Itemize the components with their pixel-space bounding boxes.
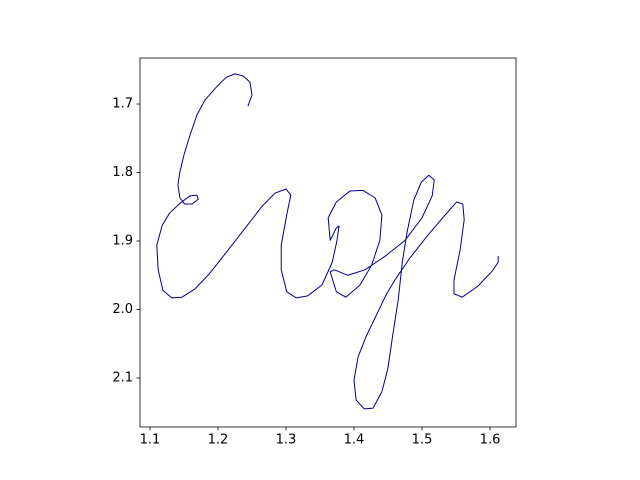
x-tick-label: 1.3 <box>276 433 297 448</box>
x-tick-label: 1.1 <box>140 433 161 448</box>
x-tick-label: 1.5 <box>412 433 433 448</box>
y-tick-label: 1.7 <box>112 97 133 112</box>
x-tick-label: 1.4 <box>344 433 365 448</box>
x-tick-label: 1.2 <box>208 433 229 448</box>
x-tick-label: 1.6 <box>480 433 501 448</box>
plot-frame <box>139 57 517 428</box>
y-tick-label: 1.9 <box>112 234 133 249</box>
y-tick-label: 2.1 <box>112 371 133 386</box>
y-tick-label: 1.8 <box>112 165 133 180</box>
y-tick-label: 2.0 <box>112 302 133 317</box>
data-line <box>156 73 499 410</box>
